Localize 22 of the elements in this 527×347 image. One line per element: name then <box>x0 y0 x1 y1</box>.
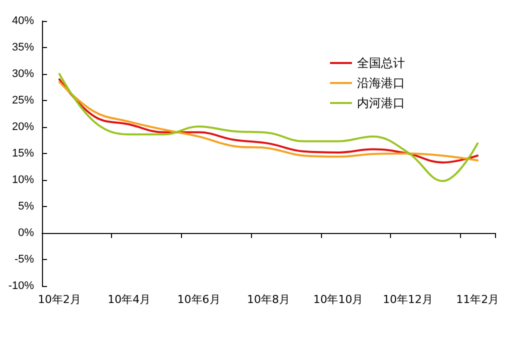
x-tick-label: 10年12月 <box>382 293 433 306</box>
x-tick-label: 10年8月 <box>247 293 290 306</box>
x-tick-label: 11年2月 <box>456 293 500 306</box>
y-tick-label: 15% <box>12 148 34 160</box>
x-tick-label: 10年2月 <box>38 293 81 306</box>
y-tick-label: 20% <box>12 121 34 133</box>
y-tick-label: 35% <box>12 42 34 54</box>
y-tick-label: 30% <box>12 68 34 80</box>
line-series <box>58 73 479 182</box>
x-tick-label: 10年4月 <box>108 293 151 306</box>
y-tick-label: 40% <box>12 15 34 27</box>
x-tick-label: 10年10月 <box>313 293 364 306</box>
legend-label: 内河港口 <box>357 96 405 110</box>
y-tick-label: 0% <box>18 227 34 239</box>
y-tick-label: 25% <box>12 94 34 106</box>
y-tick-label: -5% <box>14 254 34 266</box>
x-tick-label: 10年6月 <box>177 293 220 306</box>
y-tick-label: 5% <box>18 200 34 212</box>
y-tick-label: 10% <box>12 174 34 186</box>
legend-label: 沿海港口 <box>357 76 405 90</box>
legend-label: 全国总计 <box>357 56 405 70</box>
y-tick-label: -10% <box>8 280 34 292</box>
